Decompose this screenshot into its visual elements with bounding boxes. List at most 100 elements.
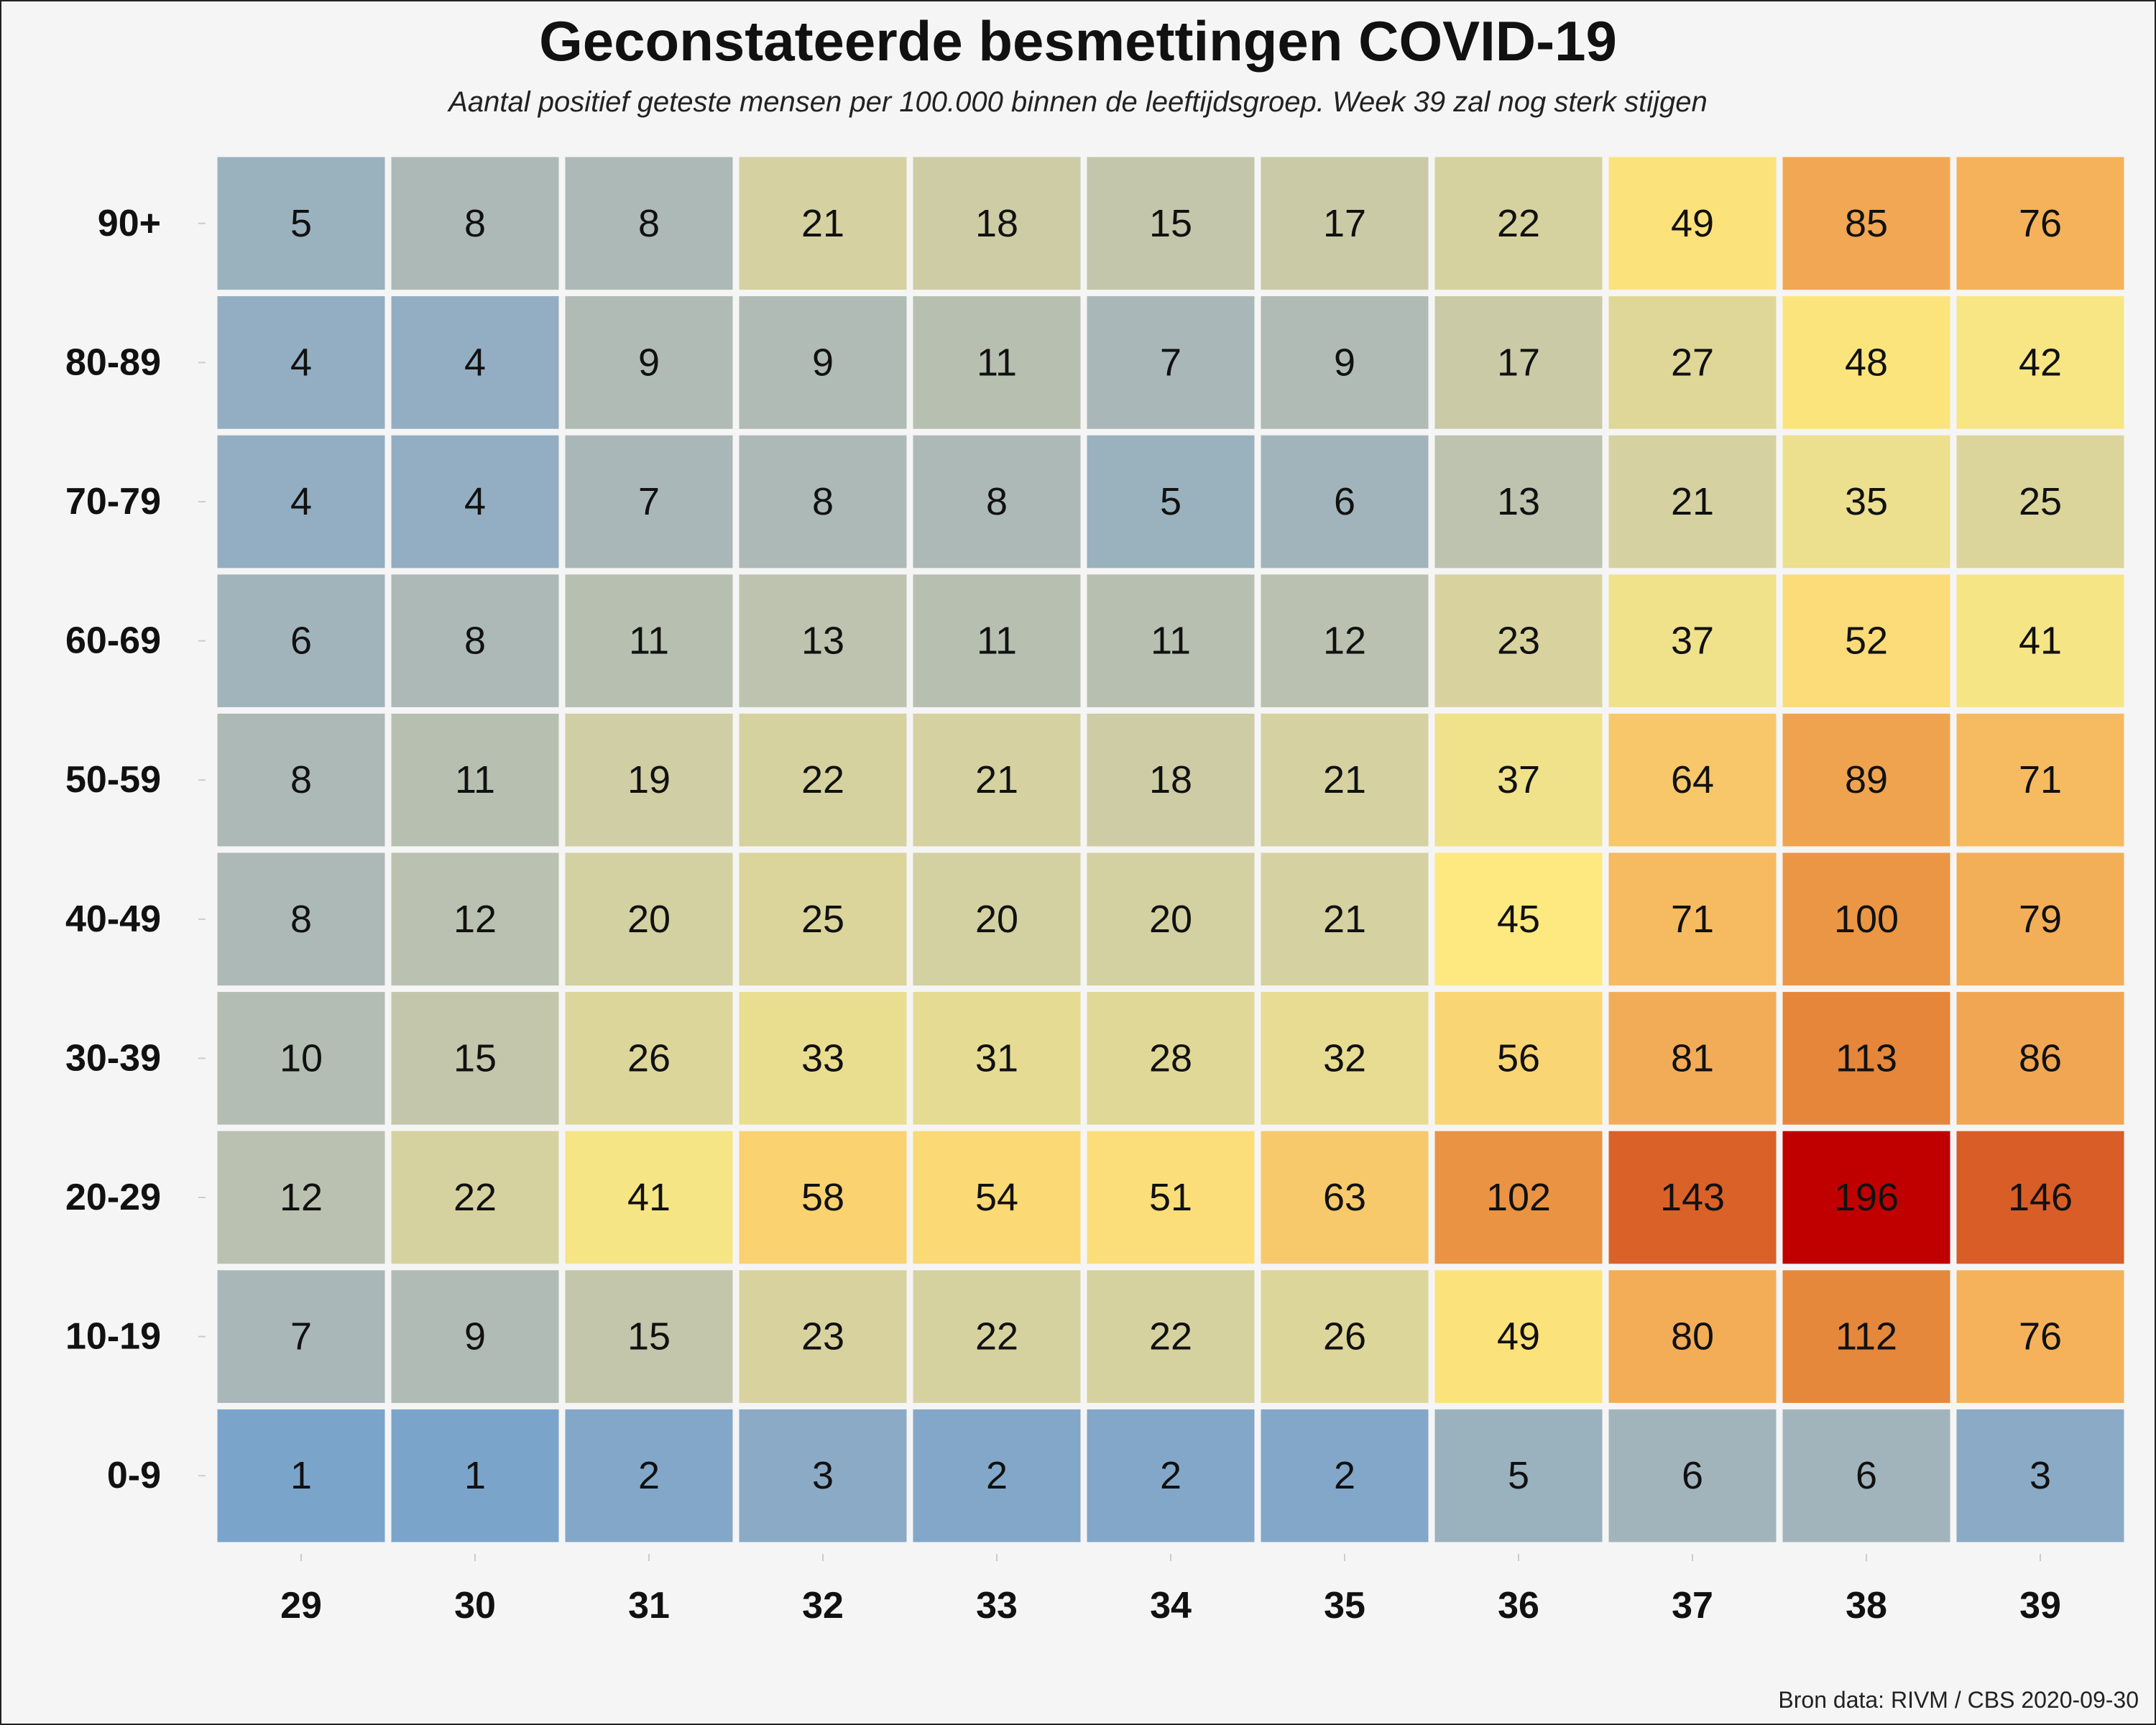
heatmap-cell [565, 574, 733, 707]
heatmap-cell [1087, 296, 1255, 429]
heatmap-value-label: 12 [280, 1176, 323, 1219]
heatmap-cell [1261, 435, 1429, 569]
heatmap-value-label: 3 [2030, 1454, 2051, 1497]
heatmap-cell [1956, 1131, 2124, 1264]
heatmap-value-label: 21 [1671, 480, 1714, 523]
heatmap-value-label: 5 [290, 202, 312, 245]
heatmap-cell [391, 435, 559, 569]
y-tick-label: 40-49 [65, 898, 161, 940]
heatmap-value-label: 21 [801, 202, 844, 245]
heatmap-cell [1608, 574, 1777, 707]
heatmap-value-label: 32 [1323, 1036, 1366, 1080]
heatmap-value-label: 28 [1149, 1036, 1192, 1080]
heatmap-value-label: 11 [1151, 620, 1191, 663]
y-tick-label: 30-39 [65, 1037, 161, 1079]
y-tick-label: 80-89 [65, 341, 161, 383]
heatmap-value-label: 7 [290, 1315, 312, 1358]
heatmap-value-label: 35 [1845, 480, 1888, 523]
heatmap-cell [1608, 435, 1777, 569]
x-tick-label: 31 [628, 1585, 670, 1627]
heatmap-cell [565, 296, 733, 429]
heatmap-value-label: 27 [1671, 341, 1714, 384]
heatmap-cell [1261, 1131, 1429, 1264]
heatmap-value-label: 100 [1834, 898, 1899, 941]
x-tick-label: 34 [1150, 1585, 1192, 1627]
heatmap-value-label: 2 [1334, 1454, 1355, 1497]
x-tick-label: 38 [1846, 1585, 1887, 1627]
heatmap-cell [1608, 1270, 1777, 1403]
heatmap-cell [1608, 1409, 1777, 1542]
heatmap-cell [1087, 435, 1255, 569]
heatmap-value-label: 20 [1149, 898, 1192, 941]
heatmap-value-label: 6 [290, 620, 312, 663]
heatmap-value-label: 15 [1149, 202, 1192, 245]
heatmap-cell [1434, 435, 1603, 569]
heatmap-cell [1434, 296, 1603, 429]
heatmap-cell [565, 992, 733, 1125]
heatmap-value-label: 52 [1845, 620, 1888, 663]
heatmap-value-label: 76 [2019, 202, 2062, 245]
heatmap-cell [913, 1131, 1081, 1264]
chart-title: Geconstateerde besmettingen COVID-19 [539, 9, 1617, 73]
heatmap-cell [1782, 296, 1950, 429]
heatmap-cell [1434, 157, 1603, 290]
heatmap-value-label: 71 [1671, 898, 1714, 941]
heatmap-cell [1261, 992, 1429, 1125]
heatmap-value-label: 2 [638, 1454, 660, 1497]
heatmap-cell [913, 1409, 1081, 1542]
heatmap-cell [1087, 1409, 1255, 1542]
heatmap-value-label: 5 [1160, 480, 1181, 523]
heatmap-cell [1434, 1131, 1603, 1264]
heatmap-value-label: 7 [638, 480, 660, 523]
heatmap-cell [391, 1409, 559, 1542]
heatmap-value-label: 11 [977, 341, 1017, 384]
y-tick-label: 70-79 [65, 481, 161, 523]
heatmap-cell [217, 157, 385, 290]
heatmap-cell [1782, 1270, 1950, 1403]
heatmap-cell [217, 1409, 385, 1542]
heatmap-cell [739, 1270, 907, 1403]
heatmap-value-label: 11 [629, 620, 669, 663]
heatmap-cell [217, 852, 385, 986]
heatmap-value-label: 25 [801, 898, 844, 941]
y-tick-label: 50-59 [65, 759, 161, 801]
heatmap-cell [1261, 1270, 1429, 1403]
heatmap-value-label: 9 [638, 341, 660, 384]
heatmap-value-label: 17 [1497, 341, 1540, 384]
heatmap-cell [1434, 852, 1603, 986]
heatmap-cell [913, 296, 1081, 429]
heatmap-cell [739, 296, 907, 429]
heatmap-cell [1782, 435, 1950, 569]
heatmap-value-label: 6 [1682, 1454, 1703, 1497]
heatmap-cell [565, 1270, 733, 1403]
heatmap-value-label: 33 [801, 1036, 844, 1080]
heatmap-cell [391, 1270, 559, 1403]
heatmap-value-label: 146 [2008, 1176, 2073, 1219]
heatmap-value-label: 9 [1334, 341, 1355, 384]
heatmap-cell [1956, 1270, 2124, 1403]
heatmap-value-label: 18 [1149, 758, 1192, 801]
heatmap-cell [1434, 1409, 1603, 1542]
heatmap-value-label: 21 [975, 758, 1018, 801]
heatmap-value-label: 63 [1323, 1176, 1366, 1219]
heatmap-value-label: 9 [464, 1315, 486, 1358]
heatmap-cell [1782, 574, 1950, 707]
heatmap-cell [565, 157, 733, 290]
heatmap-value-label: 8 [290, 758, 312, 801]
heatmap-cell [217, 296, 385, 429]
y-tick-label: 20-29 [65, 1177, 161, 1218]
heatmap-value-label: 8 [290, 898, 312, 941]
heatmap-value-label: 8 [812, 480, 834, 523]
heatmap-cell [913, 852, 1081, 986]
heatmap-value-label: 8 [986, 480, 1008, 523]
heatmap-value-label: 12 [453, 898, 497, 941]
heatmap-cell [1434, 992, 1603, 1125]
heatmap-cell [1087, 713, 1255, 847]
heatmap-value-label: 2 [986, 1454, 1008, 1497]
heatmap-value-label: 31 [975, 1036, 1018, 1080]
heatmap-value-label: 23 [1497, 620, 1540, 663]
heatmap-value-label: 1 [290, 1454, 312, 1497]
heatmap-cell [1782, 1131, 1950, 1264]
y-tick-label: 10-19 [65, 1316, 161, 1358]
